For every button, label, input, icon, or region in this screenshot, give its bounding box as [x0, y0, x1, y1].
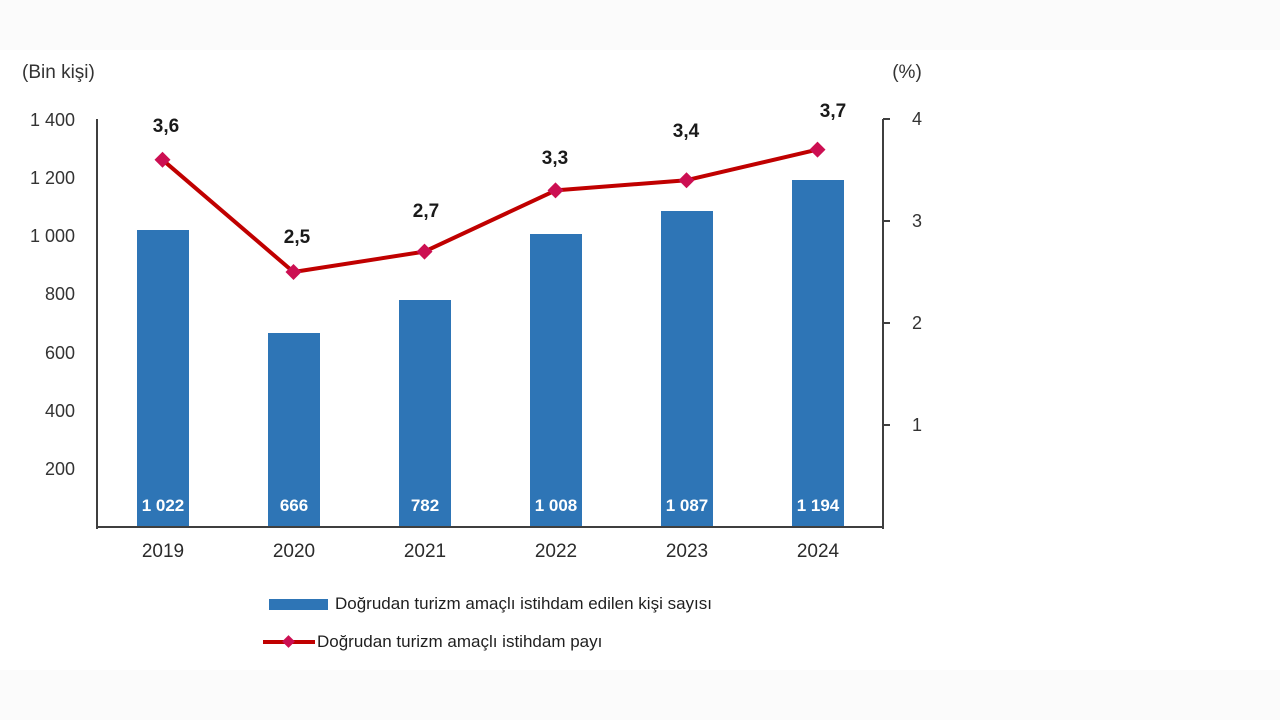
- right-axis-tick-mark: [883, 322, 890, 324]
- right-axis-tick-mark: [883, 220, 890, 222]
- diamond-marker-2022: [547, 182, 564, 199]
- left-axis-tick-label: 800: [44, 284, 75, 304]
- x-axis-label-2023: 2023: [665, 541, 709, 562]
- right-axis-tick-label: 2: [912, 313, 923, 333]
- diamond-marker-2024: [809, 141, 826, 158]
- x-axis-label-2020: 2020: [272, 541, 316, 562]
- right-axis-tick-label: 3: [912, 211, 923, 231]
- bar-value-label: 782: [410, 496, 440, 515]
- bar-2021: [399, 300, 451, 527]
- x-axis-label-2021: 2021: [403, 541, 447, 562]
- bar-value-label: 666: [279, 496, 309, 515]
- bar-2024: [792, 180, 844, 527]
- bar-value-label: 1 008: [534, 496, 578, 515]
- x-axis-label-2022: 2022: [534, 541, 578, 562]
- bar-2019: [137, 230, 189, 527]
- bar-value-label: 1 022: [141, 496, 185, 515]
- diamond-marker-2023: [678, 172, 695, 189]
- right-axis-tick-label: 4: [912, 109, 923, 129]
- line-value-label: 3,7: [819, 101, 847, 122]
- line-value-label: 3,6: [152, 116, 180, 137]
- left-axis-tick-label: 400: [44, 401, 75, 421]
- left-axis-tick-label: 1 400: [29, 110, 75, 130]
- share-line: [161, 147, 818, 274]
- right-axis-title: (%): [892, 62, 922, 83]
- bar-2022: [530, 234, 582, 527]
- line-value-label: 2,7: [412, 201, 440, 222]
- left-axis-title: (Bin kişi): [22, 62, 95, 83]
- left-axis-tick-label: 600: [44, 343, 75, 363]
- bar-value-label: 1 194: [796, 496, 840, 515]
- x-axis-line: [96, 526, 884, 528]
- right-axis-tick-label: 1: [912, 415, 923, 435]
- background-band-bottom: [0, 670, 1280, 720]
- right-axis-tick-mark: [883, 118, 890, 120]
- bar-2020: [268, 333, 320, 527]
- x-axis-label-2019: 2019: [141, 541, 185, 562]
- bar-value-label: 1 087: [665, 496, 709, 515]
- line-value-label: 3,4: [672, 121, 700, 142]
- left-axis-tick-label: 1 200: [29, 168, 75, 188]
- right-axis-line: [882, 119, 884, 529]
- background-band-top: [0, 0, 1280, 50]
- diamond-marker-2019: [154, 151, 171, 168]
- left-axis-line: [96, 119, 98, 529]
- x-axis-label-2024: 2024: [796, 541, 840, 562]
- diamond-marker-2021: [416, 243, 433, 260]
- right-axis-tick-mark: [883, 424, 890, 426]
- left-axis-tick-label: 200: [44, 459, 75, 479]
- line-value-label: 3,3: [541, 148, 569, 169]
- diamond-marker-2020: [285, 264, 302, 280]
- left-axis-tick-label: 1 000: [29, 226, 75, 246]
- line-value-label: 2,5: [283, 227, 311, 248]
- bar-2023: [661, 211, 713, 527]
